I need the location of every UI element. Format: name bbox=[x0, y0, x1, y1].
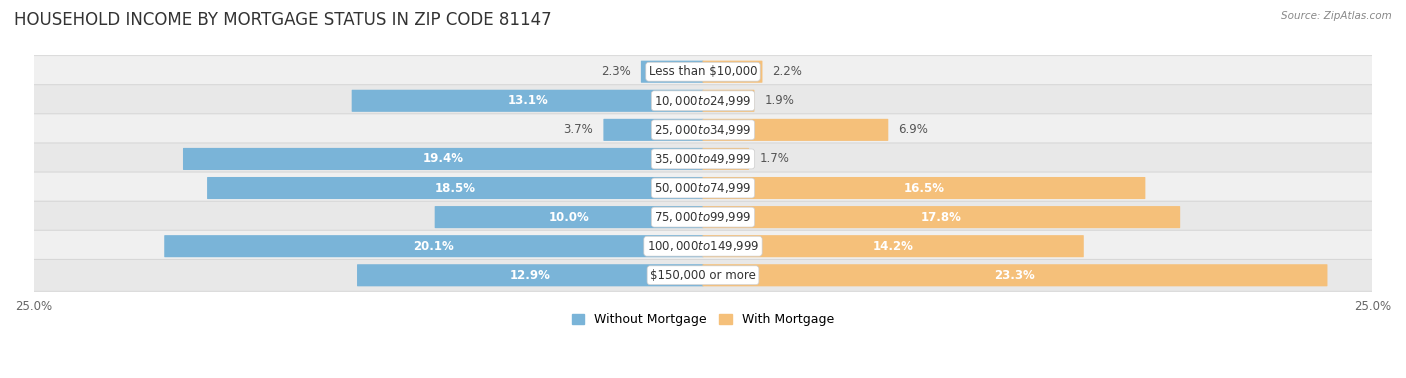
FancyBboxPatch shape bbox=[183, 148, 703, 170]
FancyBboxPatch shape bbox=[32, 85, 1374, 117]
FancyBboxPatch shape bbox=[352, 90, 703, 112]
Text: $50,000 to $74,999: $50,000 to $74,999 bbox=[654, 181, 752, 195]
FancyBboxPatch shape bbox=[434, 206, 703, 228]
Text: 17.8%: 17.8% bbox=[921, 211, 962, 224]
FancyBboxPatch shape bbox=[703, 119, 889, 141]
FancyBboxPatch shape bbox=[641, 60, 703, 83]
Text: 13.1%: 13.1% bbox=[508, 94, 548, 107]
Text: 19.4%: 19.4% bbox=[423, 152, 464, 166]
FancyBboxPatch shape bbox=[703, 235, 1084, 257]
Text: HOUSEHOLD INCOME BY MORTGAGE STATUS IN ZIP CODE 81147: HOUSEHOLD INCOME BY MORTGAGE STATUS IN Z… bbox=[14, 11, 551, 29]
Text: 18.5%: 18.5% bbox=[434, 181, 475, 195]
FancyBboxPatch shape bbox=[703, 148, 749, 170]
Text: 2.3%: 2.3% bbox=[600, 65, 631, 78]
FancyBboxPatch shape bbox=[32, 114, 1374, 146]
FancyBboxPatch shape bbox=[32, 201, 1374, 233]
Text: 23.3%: 23.3% bbox=[994, 269, 1035, 282]
Text: $150,000 or more: $150,000 or more bbox=[650, 269, 756, 282]
Text: 6.9%: 6.9% bbox=[898, 123, 928, 136]
Text: $75,000 to $99,999: $75,000 to $99,999 bbox=[654, 210, 752, 224]
FancyBboxPatch shape bbox=[207, 177, 703, 199]
Text: 12.9%: 12.9% bbox=[510, 269, 551, 282]
FancyBboxPatch shape bbox=[32, 143, 1374, 175]
FancyBboxPatch shape bbox=[32, 172, 1374, 204]
Text: 1.7%: 1.7% bbox=[759, 152, 789, 166]
Legend: Without Mortgage, With Mortgage: Without Mortgage, With Mortgage bbox=[567, 308, 839, 332]
FancyBboxPatch shape bbox=[703, 264, 1327, 286]
FancyBboxPatch shape bbox=[32, 230, 1374, 262]
FancyBboxPatch shape bbox=[703, 90, 755, 112]
Text: 16.5%: 16.5% bbox=[904, 181, 945, 195]
Text: $35,000 to $49,999: $35,000 to $49,999 bbox=[654, 152, 752, 166]
FancyBboxPatch shape bbox=[357, 264, 703, 286]
Text: 20.1%: 20.1% bbox=[413, 240, 454, 253]
FancyBboxPatch shape bbox=[603, 119, 703, 141]
Text: 3.7%: 3.7% bbox=[564, 123, 593, 136]
FancyBboxPatch shape bbox=[703, 177, 1146, 199]
FancyBboxPatch shape bbox=[703, 60, 762, 83]
Text: 1.9%: 1.9% bbox=[765, 94, 794, 107]
FancyBboxPatch shape bbox=[703, 206, 1180, 228]
Text: $10,000 to $24,999: $10,000 to $24,999 bbox=[654, 94, 752, 108]
Text: Source: ZipAtlas.com: Source: ZipAtlas.com bbox=[1281, 11, 1392, 21]
Text: $25,000 to $34,999: $25,000 to $34,999 bbox=[654, 123, 752, 137]
Text: $100,000 to $149,999: $100,000 to $149,999 bbox=[647, 239, 759, 253]
FancyBboxPatch shape bbox=[165, 235, 703, 257]
Text: 2.2%: 2.2% bbox=[773, 65, 803, 78]
Text: Less than $10,000: Less than $10,000 bbox=[648, 65, 758, 78]
FancyBboxPatch shape bbox=[32, 259, 1374, 291]
Text: 14.2%: 14.2% bbox=[873, 240, 914, 253]
FancyBboxPatch shape bbox=[32, 56, 1374, 88]
Text: 10.0%: 10.0% bbox=[548, 211, 589, 224]
